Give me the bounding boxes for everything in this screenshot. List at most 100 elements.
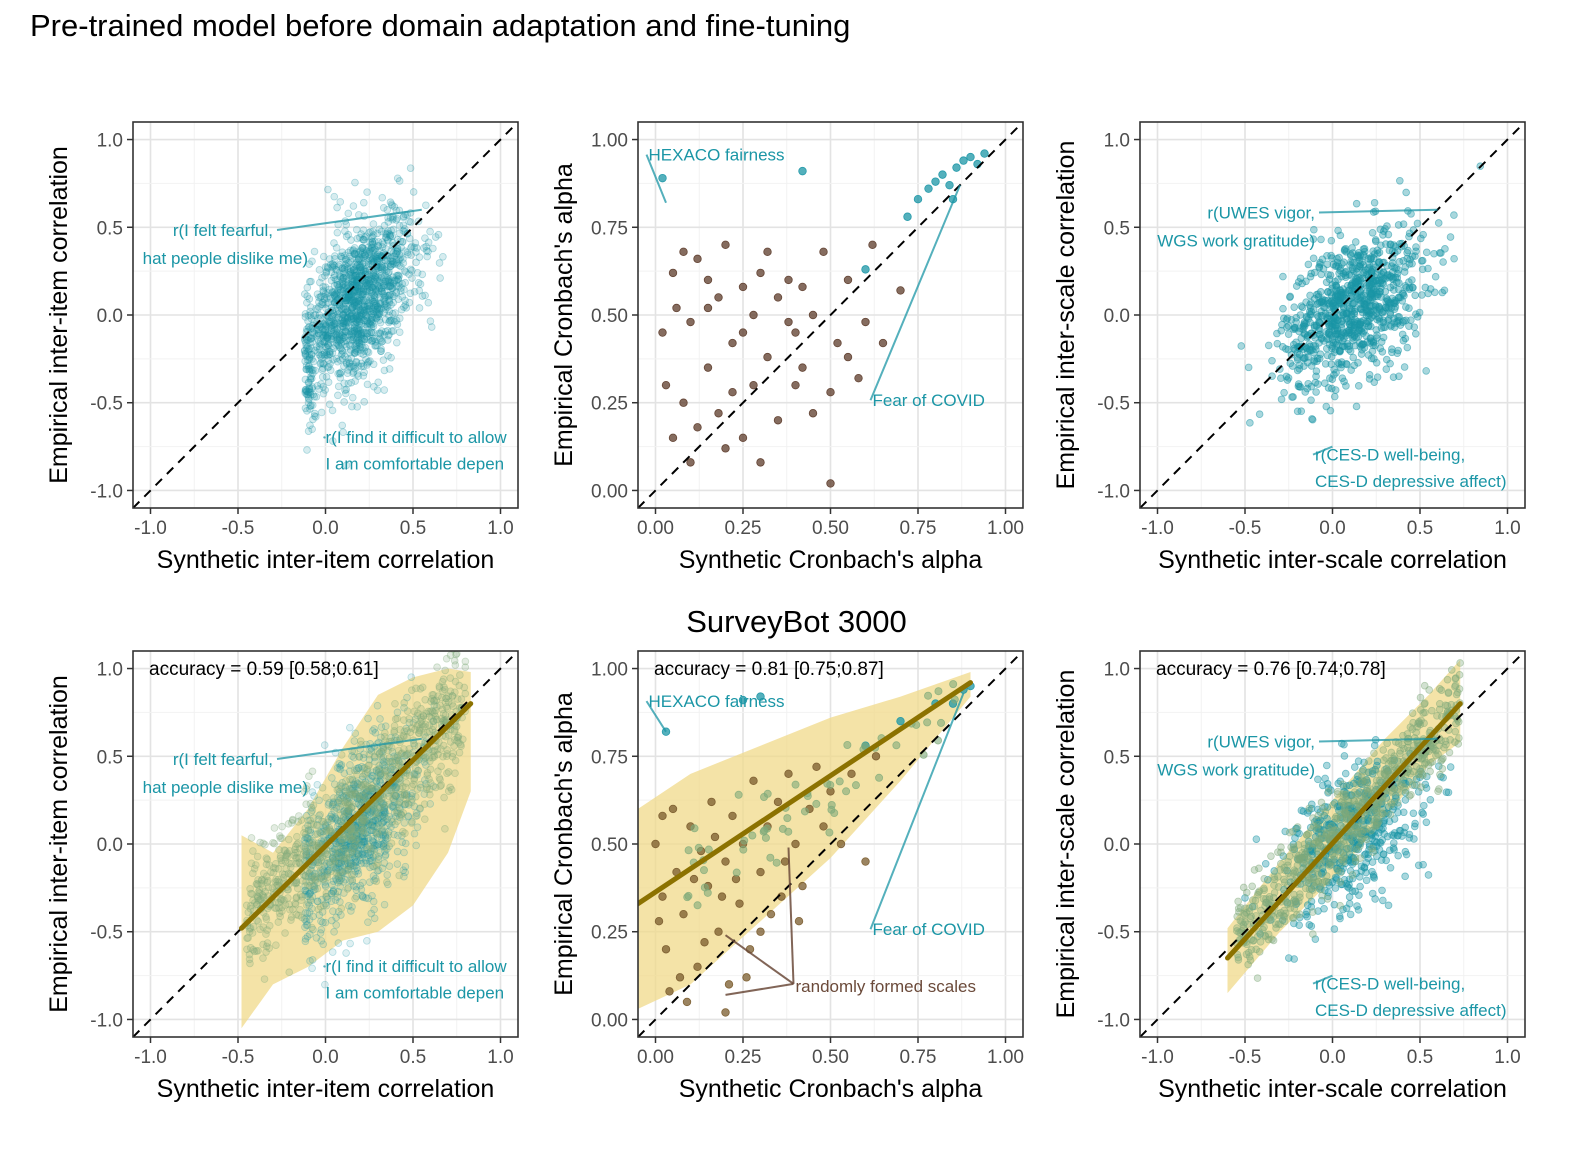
olive-point [329, 798, 338, 806]
teal-point [336, 762, 345, 770]
x-tick-label: 0.00 [637, 1047, 674, 1068]
y-tick-label: 0.00 [591, 1010, 628, 1031]
teal-point [351, 729, 360, 738]
teal-point [334, 391, 342, 400]
teal-point [394, 275, 402, 283]
teal-point [1364, 351, 1373, 359]
teal-point [354, 289, 363, 297]
olive-point [276, 852, 285, 860]
teal-point [368, 336, 377, 344]
teal-point [1350, 267, 1358, 276]
teal-point [301, 333, 309, 341]
olive-point [449, 702, 457, 710]
teal-point [367, 234, 376, 243]
teal-point [393, 847, 402, 856]
teal-point [352, 278, 361, 287]
teal-point [319, 300, 327, 309]
teal-point [1283, 323, 1291, 332]
olive-point [403, 750, 411, 758]
teal-point [347, 315, 356, 324]
teal-point [302, 385, 310, 394]
teal-point [358, 235, 367, 244]
teal-point [359, 226, 368, 234]
teal-point [318, 351, 326, 359]
brown-point [724, 980, 734, 989]
olive-point [298, 893, 306, 901]
olive-point [825, 828, 834, 837]
teal-point [376, 715, 384, 723]
olive-point [393, 808, 401, 817]
teal-point [393, 244, 402, 252]
olive-point [263, 926, 271, 934]
y-tick-label: 0.5 [1104, 218, 1130, 239]
teal-point [323, 331, 332, 340]
teal-point [1355, 891, 1363, 899]
teal-point [385, 365, 394, 373]
olive-point [433, 663, 441, 671]
teal-point [405, 217, 413, 226]
teal-point [1255, 410, 1264, 419]
teal-point [319, 918, 327, 927]
row2-title: SurveyBot 3000 [686, 604, 907, 639]
teal-point [1282, 345, 1290, 353]
olive-point [451, 661, 460, 669]
scatter-points [300, 164, 447, 470]
brown-point [728, 811, 737, 821]
teal-point [1330, 365, 1338, 374]
brown-point [721, 240, 730, 250]
teal-point [308, 788, 317, 796]
y-axis-label: Empirical inter-item correlation [45, 675, 73, 1013]
teal-point [1373, 270, 1381, 279]
teal-point [345, 270, 353, 279]
brown-point [808, 310, 818, 320]
teal-point [330, 273, 338, 282]
teal-point [341, 255, 350, 264]
teal-point [395, 261, 403, 270]
teal-point [379, 295, 388, 304]
teal-point [347, 271, 355, 280]
teal-point [369, 305, 377, 313]
teal-point [343, 308, 351, 316]
olive-point [444, 768, 453, 776]
teal-point [439, 252, 447, 261]
teal-point [356, 343, 365, 351]
teal-point [1381, 224, 1389, 233]
teal-point [369, 220, 378, 228]
olive-point [693, 901, 702, 910]
olive-point [268, 884, 277, 892]
teal-point [380, 301, 389, 309]
teal-point [390, 317, 399, 326]
teal-point [412, 248, 420, 256]
teal-point [355, 338, 363, 347]
teal-point [348, 302, 357, 311]
teal-point [364, 894, 373, 903]
teal-point [334, 341, 343, 350]
olive-point [446, 738, 455, 746]
teal-point [392, 216, 400, 224]
olive-point [278, 834, 286, 843]
olive-point [308, 923, 316, 932]
teal-point [357, 266, 365, 275]
teal-point [341, 308, 350, 317]
brown-point [728, 338, 737, 348]
teal-point [394, 295, 403, 303]
teal-point [1381, 323, 1389, 332]
annotation-label: r(I felt fearful, [173, 221, 273, 240]
olive-point [690, 824, 699, 833]
teal-point [369, 310, 377, 318]
teal-point [371, 271, 380, 280]
olive-point [772, 858, 781, 867]
teal-point [347, 280, 355, 289]
teal-point [1342, 248, 1350, 256]
teal-point [320, 295, 329, 303]
teal-point [319, 330, 327, 339]
teal-point [303, 292, 312, 300]
teal-point [436, 274, 444, 282]
teal-point [306, 957, 314, 965]
olive-point [451, 769, 459, 778]
x-tick-label: 0.25 [725, 518, 762, 539]
teal-point [352, 357, 361, 366]
teal-point [317, 300, 326, 308]
teal-point [1283, 376, 1292, 384]
teal-point [333, 318, 341, 327]
